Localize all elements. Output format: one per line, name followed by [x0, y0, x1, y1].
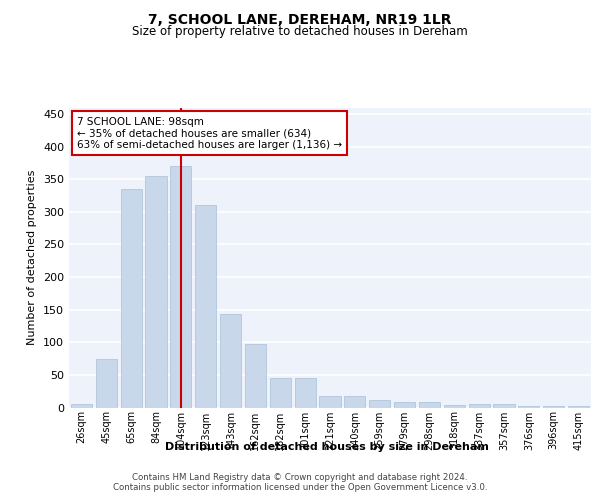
Bar — [369, 400, 390, 407]
Bar — [493, 404, 515, 407]
Text: 7 SCHOOL LANE: 98sqm
← 35% of detached houses are smaller (634)
63% of semi-deta: 7 SCHOOL LANE: 98sqm ← 35% of detached h… — [77, 116, 342, 150]
Bar — [344, 396, 365, 407]
Text: Contains HM Land Registry data © Crown copyright and database right 2024.: Contains HM Land Registry data © Crown c… — [132, 472, 468, 482]
Bar — [568, 406, 589, 407]
Bar — [170, 166, 191, 408]
Text: Distribution of detached houses by size in Dereham: Distribution of detached houses by size … — [165, 442, 489, 452]
Bar — [444, 405, 465, 407]
Y-axis label: Number of detached properties: Number of detached properties — [28, 170, 37, 345]
Bar — [96, 358, 117, 408]
Bar — [295, 378, 316, 408]
Bar — [245, 344, 266, 407]
Bar — [518, 406, 539, 407]
Text: 7, SCHOOL LANE, DEREHAM, NR19 1LR: 7, SCHOOL LANE, DEREHAM, NR19 1LR — [148, 12, 452, 26]
Bar — [145, 176, 167, 408]
Text: Contains public sector information licensed under the Open Government Licence v3: Contains public sector information licen… — [113, 484, 487, 492]
Bar — [270, 378, 291, 408]
Bar — [419, 402, 440, 407]
Text: Size of property relative to detached houses in Dereham: Size of property relative to detached ho… — [132, 25, 468, 38]
Bar — [220, 314, 241, 408]
Bar — [469, 404, 490, 407]
Bar — [121, 189, 142, 408]
Bar — [543, 406, 564, 407]
Bar — [71, 404, 92, 407]
Bar — [319, 396, 341, 407]
Bar — [195, 206, 216, 408]
Bar — [394, 402, 415, 407]
